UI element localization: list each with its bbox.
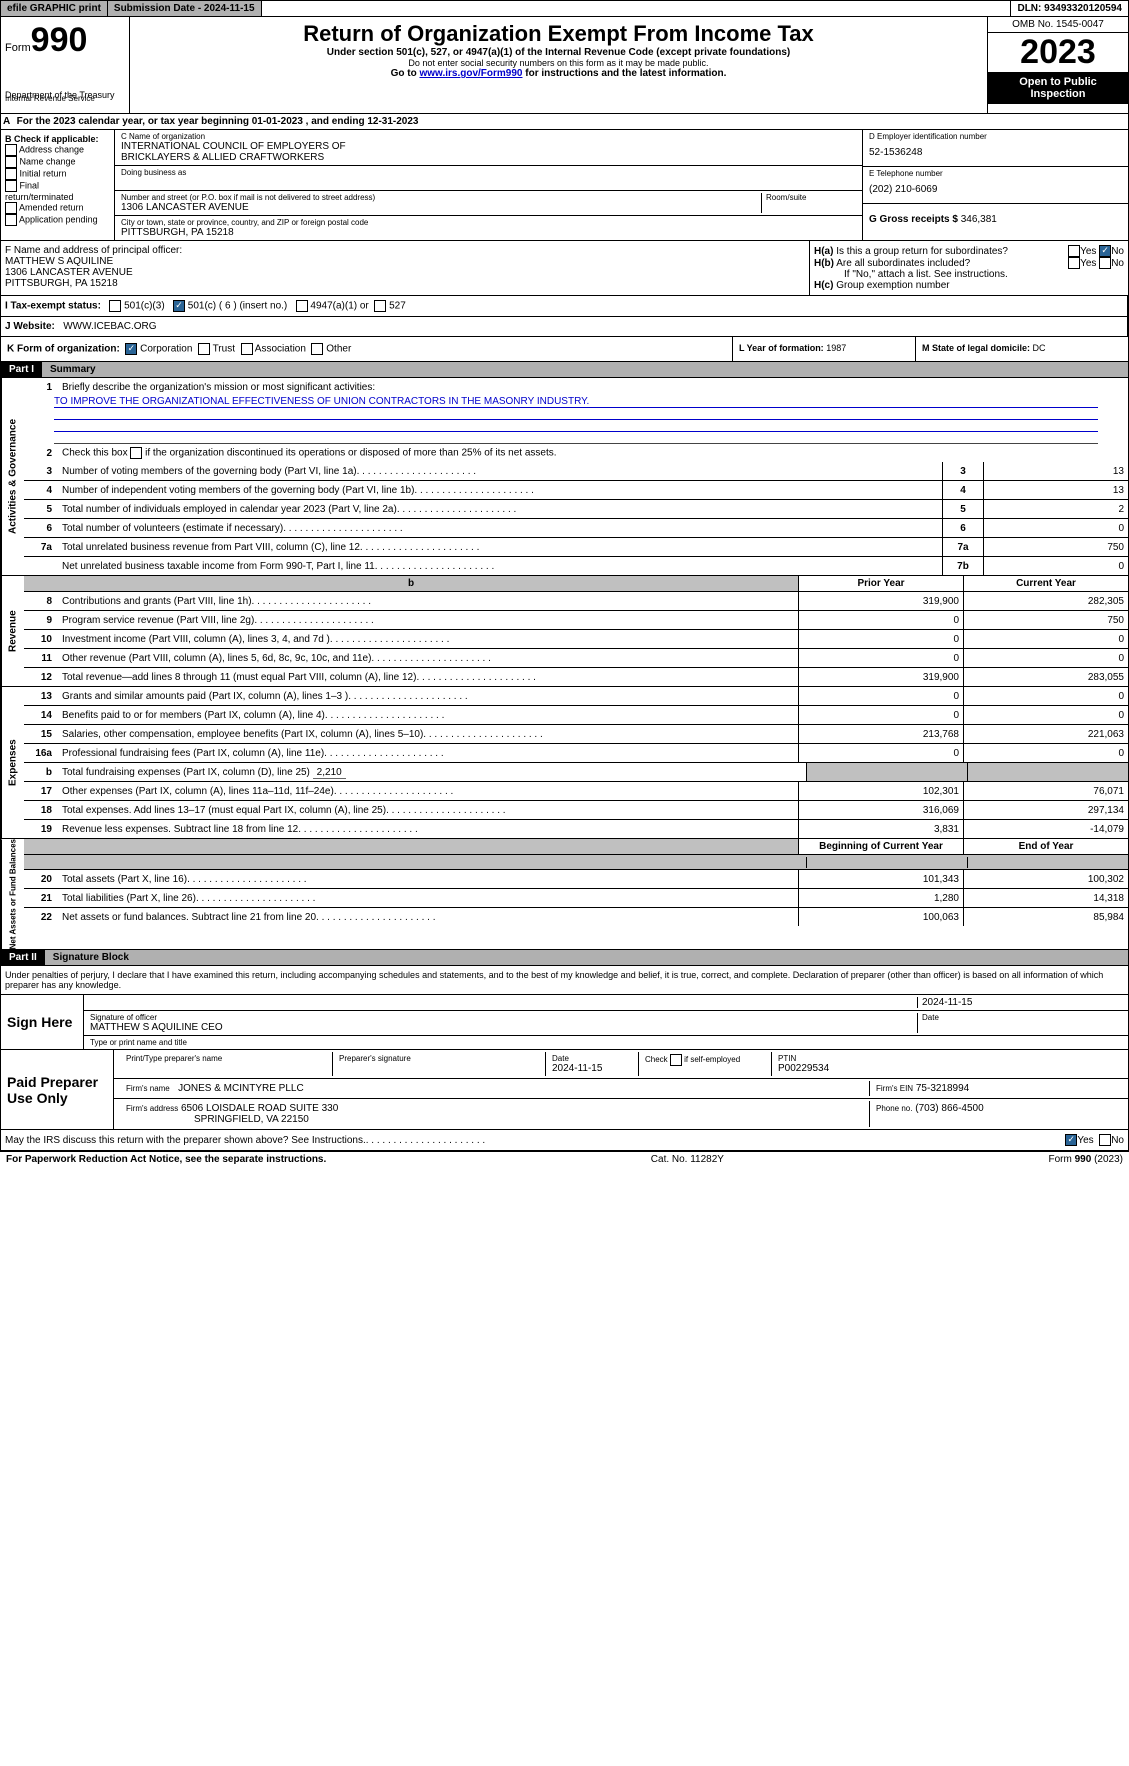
form-title: Return of Organization Exempt From Incom…	[134, 21, 983, 47]
cb-ha-yes[interactable]	[1068, 245, 1080, 257]
goto-post: for instructions and the latest informat…	[522, 68, 726, 79]
section-net-assets: Net Assets or Fund Balances Beginning of…	[0, 839, 1129, 950]
ptin: P00229534	[778, 1063, 1116, 1074]
c-name-label: C Name of organization	[121, 132, 856, 141]
section-expenses: Expenses 13Grants and similar amounts pa…	[0, 687, 1129, 839]
g-label: G Gross receipts $	[869, 214, 961, 225]
org-name-2: BRICKLAYERS & ALLIED CRAFTWORKERS	[121, 152, 856, 163]
officer-sig-name: MATTHEW S AQUILINE CEO	[90, 1022, 917, 1033]
cb-hb-no[interactable]	[1099, 257, 1111, 269]
part1-header: Part I Summary	[0, 362, 1129, 378]
room-label: Room/suite	[766, 193, 856, 202]
perjury-declaration: Under penalties of perjury, I declare th…	[0, 966, 1129, 995]
section-revenue: Revenue b Prior Year Current Year 8Contr…	[0, 576, 1129, 687]
city-state-zip: PITTSBURGH, PA 15218	[121, 227, 856, 238]
cb-self-employed[interactable]	[670, 1054, 682, 1066]
firm-name: JONES & MCINTYRE PLLC	[178, 1083, 304, 1094]
cb-final-return[interactable]	[5, 180, 17, 192]
city-label: City or town, state or province, country…	[121, 218, 856, 227]
form-header: Form990 Department of the Treasury Inter…	[0, 17, 1129, 114]
row-a-tax-year: A For the 2023 calendar year, or tax yea…	[0, 114, 1129, 130]
officer-city: PITTSBURGH, PA 15218	[5, 278, 805, 289]
firm-addr2: SPRINGFIELD, VA 22150	[126, 1114, 863, 1125]
form990-link[interactable]: www.irs.gov/Form990	[419, 68, 522, 79]
firm-phone: (703) 866-4500	[915, 1103, 983, 1114]
dln: DLN: 93493320120594	[1011, 1, 1128, 16]
website: WWW.ICEBAC.ORG	[63, 321, 156, 332]
state-domicile: DC	[1033, 343, 1046, 353]
block-fh: F Name and address of principal officer:…	[0, 241, 1129, 296]
tax-year: 2023	[988, 33, 1128, 72]
cb-hb-yes[interactable]	[1068, 257, 1080, 269]
dept-irs: Internal Revenue Service	[5, 94, 125, 103]
cb-4947[interactable]	[296, 300, 308, 312]
addr-label: Number and street (or P.O. box if mail i…	[121, 193, 761, 202]
submission-date: Submission Date - 2024-11-15	[108, 1, 262, 16]
sig-date-val: 2024-11-15	[917, 997, 1122, 1008]
telephone: (202) 210-6069	[869, 178, 1122, 201]
section-governance: Activities & Governance 1 Briefly descri…	[0, 378, 1129, 576]
cb-name-change[interactable]	[5, 156, 17, 168]
officer-addr: 1306 LANCASTER AVENUE	[5, 267, 805, 278]
street-address: 1306 LANCASTER AVENUE	[121, 202, 761, 213]
mission-text: TO IMPROVE THE ORGANIZATIONAL EFFECTIVEN…	[54, 396, 1098, 408]
cb-trust[interactable]	[198, 343, 210, 355]
row-klm: K Form of organization: Corporation Trus…	[0, 337, 1129, 362]
cb-address-change[interactable]	[5, 144, 17, 156]
paid-preparer-block: Paid Preparer Use Only Print/Type prepar…	[0, 1050, 1129, 1130]
top-bar: efile GRAPHIC print Submission Date - 20…	[0, 0, 1129, 17]
firm-ein: 75-3218994	[916, 1083, 969, 1094]
col-b-title: B Check if applicable:	[5, 134, 99, 144]
omb-number: OMB No. 1545-0047	[988, 17, 1128, 33]
cb-501c3[interactable]	[109, 300, 121, 312]
org-name-1: INTERNATIONAL COUNCIL OF EMPLOYERS OF	[121, 141, 856, 152]
cb-ha-no[interactable]	[1099, 245, 1111, 257]
goto-pre: Go to	[391, 68, 420, 79]
f-label: F Name and address of principal officer:	[5, 245, 805, 256]
gross-receipts: 346,381	[961, 214, 997, 225]
d-ein-label: D Employer identification number	[869, 132, 1122, 141]
dba-label: Doing business as	[121, 168, 856, 177]
part2-header: Part II Signature Block	[0, 950, 1129, 966]
row-j: J Website: WWW.ICEBAC.ORG	[0, 317, 1129, 337]
cb-initial-return[interactable]	[5, 168, 17, 180]
efile-label: efile GRAPHIC print	[1, 1, 108, 16]
officer-name: MATTHEW S AQUILINE	[5, 256, 805, 267]
form-number: 990	[31, 21, 88, 59]
firm-addr1: 6506 LOISDALE ROAD SUITE 330	[181, 1103, 338, 1114]
discuss-row: May the IRS discuss this return with the…	[0, 1130, 1129, 1151]
form-word: Form	[5, 42, 31, 54]
year-formation: 1987	[826, 343, 846, 353]
cb-discuss-yes[interactable]	[1065, 1134, 1077, 1146]
cb-discuss-no[interactable]	[1099, 1134, 1111, 1146]
cb-527[interactable]	[374, 300, 386, 312]
cb-501c[interactable]	[173, 300, 185, 312]
cb-assoc[interactable]	[241, 343, 253, 355]
cb-corp[interactable]	[125, 343, 137, 355]
hb-note: If "No," attach a list. See instructions…	[814, 269, 1124, 280]
block-bcdeg: B Check if applicable: Address change Na…	[0, 130, 1129, 241]
cb-other[interactable]	[311, 343, 323, 355]
cb-discontinued[interactable]	[130, 447, 142, 459]
form-subtitle-1: Under section 501(c), 527, or 4947(a)(1)…	[134, 47, 983, 58]
ein: 52-1536248	[869, 141, 1122, 164]
sign-here-block: Sign Here 2024-11-15 Signature of office…	[0, 995, 1129, 1050]
cb-amended-return[interactable]	[5, 202, 17, 214]
page-footer: For Paperwork Reduction Act Notice, see …	[0, 1151, 1129, 1167]
open-inspection: Open to Public Inspection	[988, 72, 1128, 104]
line16b-val: 2,210	[313, 767, 346, 779]
row-i: I Tax-exempt status: 501(c)(3) 501(c) ( …	[0, 296, 1129, 317]
line1-label: Briefly describe the organization's miss…	[58, 380, 1128, 395]
form-subtitle-2: Do not enter social security numbers on …	[134, 58, 983, 68]
cb-application-pending[interactable]	[5, 214, 17, 226]
e-phone-label: E Telephone number	[869, 169, 1122, 178]
